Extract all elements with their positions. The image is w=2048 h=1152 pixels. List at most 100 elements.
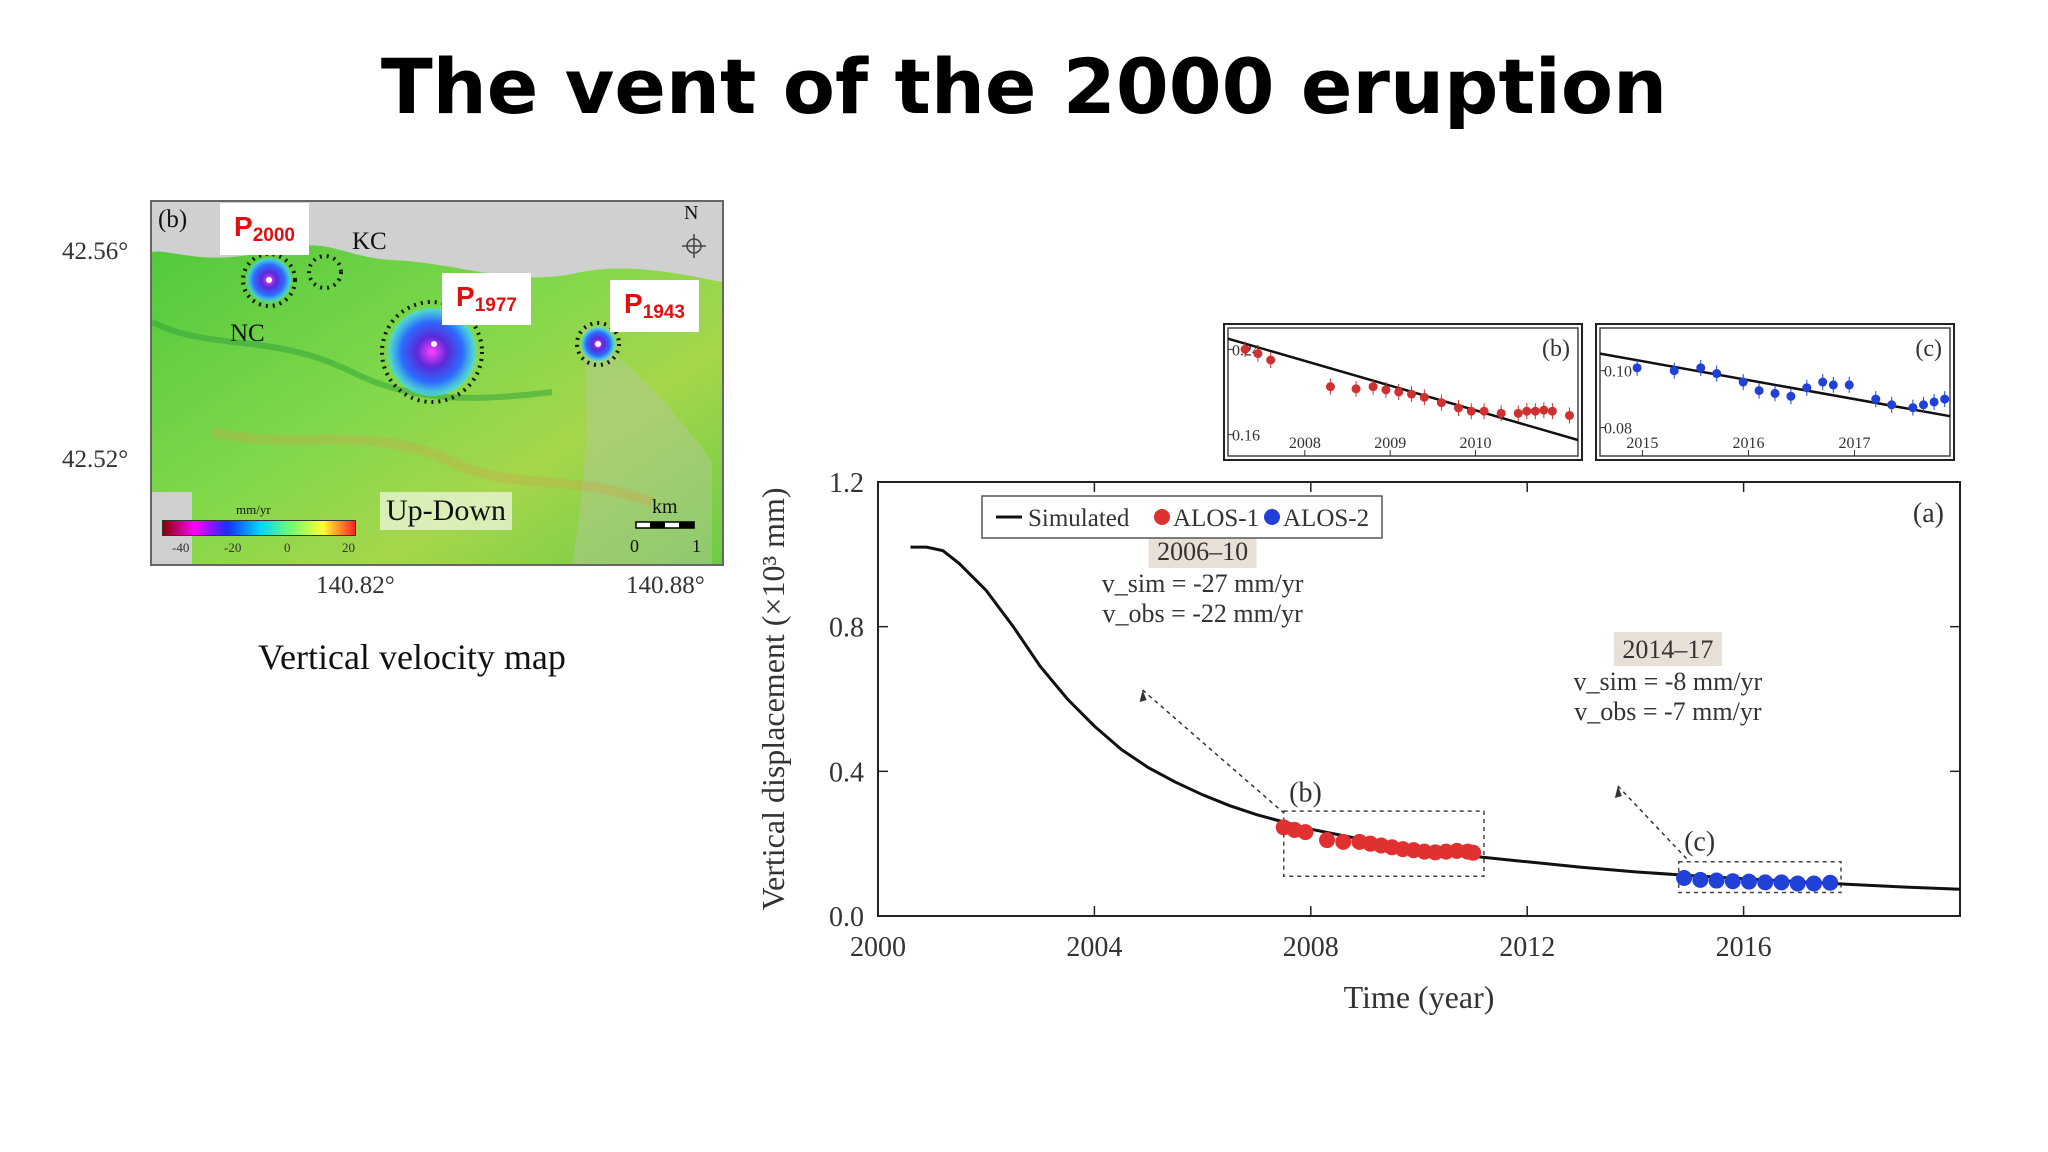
inset-c-outer-frame xyxy=(1595,323,1955,461)
map-panel-label: (b) xyxy=(158,206,188,233)
inset-b-point xyxy=(1496,408,1506,418)
inset-b-point xyxy=(1539,405,1549,415)
alos-1-point xyxy=(1335,833,1352,850)
y-tick-label: 0.8 xyxy=(829,613,864,644)
x-axis-label: Time (year) xyxy=(1344,979,1495,1015)
colorbar-tick: -20 xyxy=(224,540,242,555)
x-tick-label: 2000 xyxy=(850,932,906,963)
inset-c-point xyxy=(1871,394,1881,404)
zoom-box-b xyxy=(1283,810,1485,877)
legend-label-alos1: ALOS-1 xyxy=(1173,505,1259,532)
inset-b-panel-label: (b) xyxy=(1542,336,1570,362)
inset-b-point xyxy=(1513,408,1523,418)
tag-p1943: P1943 xyxy=(610,280,699,332)
alos-2-point xyxy=(1708,872,1725,889)
inset-b-outer-frame xyxy=(1223,323,1583,461)
alos-2-point xyxy=(1692,871,1709,888)
scale-tick: 0 xyxy=(630,536,639,556)
annotation-arrow xyxy=(1617,785,1691,863)
compass-icon xyxy=(682,234,706,258)
alos-2-point xyxy=(1773,874,1790,891)
inset-c-point xyxy=(1712,369,1722,379)
map-caption: Vertical velocity map xyxy=(258,637,566,677)
legend-label-alos2: ALOS-2 xyxy=(1283,505,1369,532)
inset-c-point xyxy=(1908,403,1918,413)
nc-label: NC xyxy=(230,320,265,347)
inset-c-point xyxy=(1669,366,1679,376)
legend-marker-alos1 xyxy=(1154,509,1170,525)
inset-b-point xyxy=(1522,406,1532,416)
period-label: 2014–17 xyxy=(1622,635,1713,664)
x-tick-label: 2016 xyxy=(1716,932,1772,963)
legend-marker-alos2 xyxy=(1264,509,1280,525)
inset-c-point xyxy=(1844,380,1854,390)
v-sim-label: v_sim = -8 mm/yr xyxy=(1574,667,1763,696)
panel-label-a: (a) xyxy=(1913,498,1944,529)
inset-b-point xyxy=(1436,398,1446,408)
inset-c-point xyxy=(1918,400,1928,410)
displacement-chart: 2000 2004 2008 2012 2016 0.0 0.4 0.8 1.2 Time (ye… xyxy=(755,323,1961,1015)
inset-b-point xyxy=(1394,387,1404,397)
inset-c-point xyxy=(1940,394,1950,404)
alos-1-point xyxy=(1465,844,1482,861)
arrow-head xyxy=(1139,690,1147,702)
x-tick-label: 2004 xyxy=(1066,932,1122,963)
inset-c-x-tick-label: 2017 xyxy=(1839,435,1871,452)
v-obs-label: v_obs = -22 mm/yr xyxy=(1102,599,1303,628)
y-tick-label: 0.0 xyxy=(829,902,864,933)
x-tick-label: 2012 xyxy=(1499,932,1555,963)
inset-b-point xyxy=(1240,344,1250,354)
inset-c-point xyxy=(1696,363,1706,373)
period-label: 2006–10 xyxy=(1157,537,1248,566)
tag-p2000: P2000 xyxy=(220,203,309,255)
inset-c-point xyxy=(1887,400,1897,410)
lat-tick: 42.52° xyxy=(62,446,129,473)
v-sim-label: v_sim = -27 mm/yr xyxy=(1102,569,1304,598)
y-tick-label: 1.2 xyxy=(829,468,864,499)
period-badge xyxy=(1148,534,1257,568)
kc-label: KC xyxy=(352,228,387,255)
colorbar xyxy=(162,520,356,536)
inset-c-point xyxy=(1929,397,1939,407)
alos-2-point xyxy=(1676,870,1693,887)
alos-2-point xyxy=(1822,874,1839,891)
inset-b-point xyxy=(1253,349,1263,359)
inset-c-point xyxy=(1738,377,1748,387)
annotation-arrow xyxy=(1142,689,1285,814)
inset-b-point xyxy=(1407,389,1417,399)
inset-b-point xyxy=(1381,385,1391,395)
inset-b-point xyxy=(1564,410,1574,420)
arrow-head xyxy=(1614,786,1622,798)
inset-b-point xyxy=(1266,355,1276,365)
inset-c-point xyxy=(1754,386,1764,396)
inset-b-point xyxy=(1479,406,1489,416)
scale-bar xyxy=(635,521,695,529)
inset-b-point xyxy=(1368,382,1378,392)
inset-c-point xyxy=(1828,380,1838,390)
mode-label: Up-Down xyxy=(380,492,512,530)
lon-tick: 140.88° xyxy=(626,572,705,599)
inset-b-point xyxy=(1530,406,1540,416)
x-tick-label: 2008 xyxy=(1283,932,1339,963)
alos-2-point xyxy=(1805,875,1822,892)
y-tick-label: 0.4 xyxy=(829,757,864,788)
inset-b-point xyxy=(1453,403,1463,413)
inset-b-x-tick-label: 2009 xyxy=(1374,435,1406,452)
tag-p1977: P1977 xyxy=(442,273,531,325)
colorbar-tick: 20 xyxy=(342,540,355,555)
inset-c-point xyxy=(1786,391,1796,401)
inset-c-y-tick-label: 0.08 xyxy=(1604,421,1632,438)
inset-c-point xyxy=(1818,377,1828,387)
inset-b-trend-line xyxy=(1227,337,1579,442)
inset-b-point xyxy=(1325,382,1335,392)
inset-c-point xyxy=(1802,383,1812,393)
scale-tick: 1 xyxy=(692,536,701,556)
legend-box xyxy=(981,495,1383,539)
plot-frame xyxy=(877,481,1961,917)
inset-b-x-tick-label: 2008 xyxy=(1289,435,1321,452)
inset-b-point xyxy=(1419,392,1429,402)
inset-b-x-tick-label: 2010 xyxy=(1460,435,1492,452)
alos-1-point xyxy=(1319,832,1336,849)
v-obs-label: v_obs = -7 mm/yr xyxy=(1574,697,1762,726)
period-badge xyxy=(1613,632,1722,666)
